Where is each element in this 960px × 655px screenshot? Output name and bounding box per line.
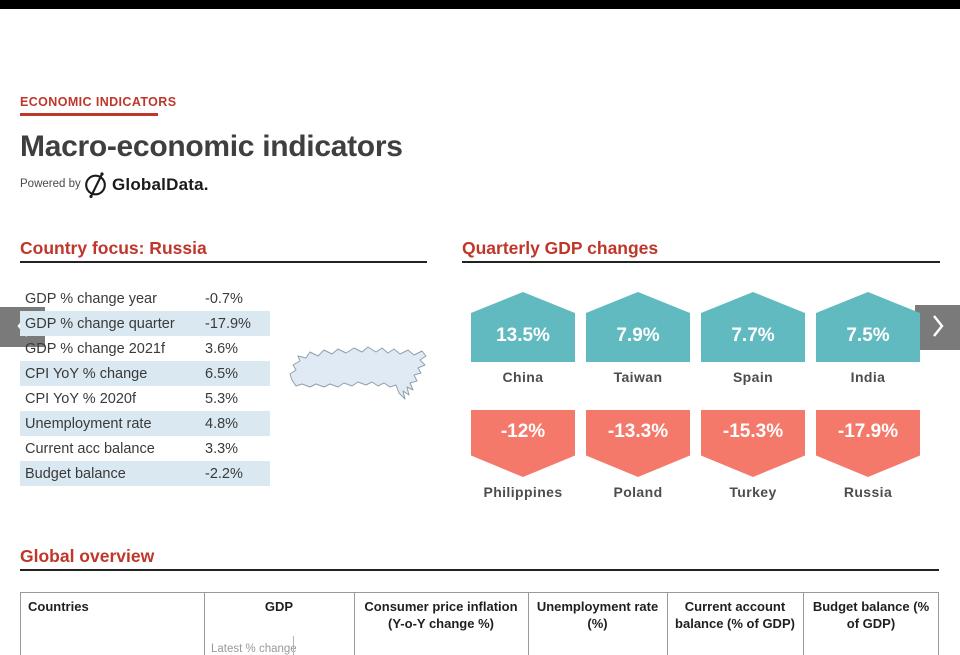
gdp-badge-positive: 7.5%	[816, 292, 920, 362]
indicator-row: Unemployment rate 4.8%	[20, 411, 270, 436]
eyebrow-label: ECONOMIC INDICATORS	[20, 95, 177, 109]
gdp-badge-negative: -13.3%	[586, 410, 690, 477]
page-title: Macro-economic indicators	[20, 130, 403, 163]
global-overview-heading: Global overview	[20, 546, 155, 566]
indicator-label: CPI YoY % change	[25, 365, 148, 382]
badge-value: -12%	[500, 420, 546, 442]
indicator-value: 5.3%	[205, 390, 239, 407]
column-header-gdp: GDP	[264, 599, 294, 614]
badge-country-label: Turkey	[729, 484, 777, 500]
table-column-divider	[204, 592, 205, 655]
badge-country-label: Taiwan	[613, 369, 663, 385]
badge-value: 7.9%	[616, 325, 660, 346]
badge-value: -13.3%	[607, 420, 669, 442]
brand-name: GlobalData.	[112, 175, 209, 194]
indicator-label: Current acc balance	[25, 440, 155, 457]
badge-value: 7.7%	[731, 325, 775, 346]
indicator-label: Budget balance	[25, 465, 126, 482]
indicator-value: -0.7%	[205, 290, 243, 307]
badge-country-label: Poland	[613, 484, 663, 500]
column-header-current-account: Current account balance (% of GDP)	[675, 599, 795, 631]
indicator-value: 4.8%	[205, 415, 239, 432]
indicator-value: -17.9%	[205, 315, 251, 332]
gdp-badge-negative: -17.9%	[816, 410, 920, 477]
indicator-label: GDP % change year	[25, 290, 157, 307]
gdp-badge-positive: 13.5%	[471, 292, 575, 362]
indicator-row: Budget balance -2.2%	[20, 461, 270, 486]
table-column-divider	[354, 592, 355, 655]
indicator-row: CPI YoY % 2020f 5.3%	[20, 386, 270, 411]
column-header-countries: Countries	[28, 599, 89, 614]
quarterly-rule	[462, 261, 940, 263]
badge-country-label: Spain	[732, 369, 774, 385]
indicator-value: 6.5%	[205, 365, 239, 382]
badge-value: -15.3%	[722, 420, 784, 442]
gdp-badge-negative: -12%	[471, 410, 575, 477]
indicator-label: GDP % change quarter	[25, 315, 175, 332]
table-column-divider	[667, 592, 668, 655]
russia-map	[288, 343, 430, 407]
indicator-label: GDP % change 2021f	[25, 340, 165, 357]
indicator-row: Current acc balance 3.3%	[20, 436, 270, 461]
global-overview-rule	[20, 569, 939, 571]
badge-value: 7.5%	[846, 325, 890, 346]
badge-country-label: China	[502, 369, 544, 385]
indicator-row: GDP % change quarter -17.9%	[20, 311, 270, 336]
indicator-label: CPI YoY % 2020f	[25, 390, 136, 407]
column-header-unemployment: Unemployment rate (%)	[536, 599, 659, 631]
gdp-badge-negative: -15.3%	[701, 410, 805, 477]
gdp-badge-positive: 7.7%	[701, 292, 805, 362]
country-focus-heading: Country focus: Russia	[20, 238, 207, 258]
badge-country-label: Philippines	[483, 484, 563, 500]
gdp-subheader-label: Latest % change	[211, 643, 297, 655]
table-column-divider	[528, 592, 529, 655]
badge-country-label: Russia	[843, 484, 893, 500]
top-black-bar	[0, 0, 960, 9]
gdp-subcolumn-divider	[293, 636, 294, 655]
badge-value: -17.9%	[837, 420, 899, 442]
indicator-row: GDP % change 2021f 3.6%	[20, 336, 270, 361]
eyebrow-underline	[20, 113, 158, 116]
globaldata-logo-icon	[82, 171, 109, 199]
badge-value: 13.5%	[496, 325, 550, 346]
powered-by-label: Powered by	[20, 178, 81, 190]
carousel-next-button[interactable]	[915, 305, 960, 350]
indicator-value: -2.2%	[205, 465, 243, 482]
indicator-row: GDP % change year -0.7%	[20, 286, 270, 311]
global-overview-table	[20, 592, 939, 655]
indicator-label: Unemployment rate	[25, 415, 152, 432]
column-header-cpi: Consumer price inflation (Y-o-Y change %…	[364, 599, 518, 631]
indicator-table: GDP % change year -0.7% GDP % change qua…	[20, 286, 270, 486]
gdp-badge-positive: 7.9%	[586, 292, 690, 362]
indicator-row: CPI YoY % change 6.5%	[20, 361, 270, 386]
badge-country-label: India	[850, 369, 886, 385]
column-header-budget: Budget balance (% of GDP)	[812, 599, 930, 631]
chevron-right-icon	[931, 314, 945, 341]
indicator-value: 3.6%	[205, 340, 239, 357]
indicator-value: 3.3%	[205, 440, 239, 457]
country-focus-rule	[20, 261, 427, 263]
quarterly-heading: Quarterly GDP changes	[462, 238, 659, 258]
table-column-divider	[803, 592, 804, 655]
